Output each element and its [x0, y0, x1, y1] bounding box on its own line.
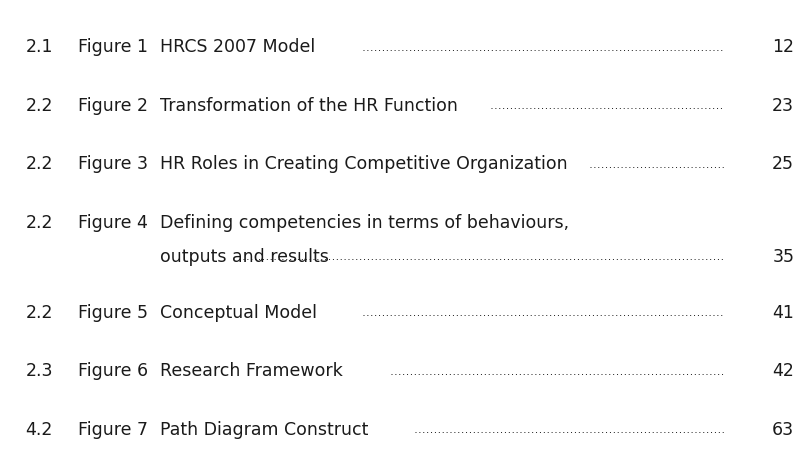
- Text: HRCS 2007 Model: HRCS 2007 Model: [159, 38, 314, 56]
- Text: 2.2: 2.2: [26, 155, 53, 173]
- Text: 23: 23: [772, 97, 794, 115]
- Text: Figure 2: Figure 2: [78, 97, 148, 115]
- Text: 2.2: 2.2: [26, 97, 53, 115]
- Text: 35: 35: [772, 248, 794, 266]
- Text: Conceptual Model: Conceptual Model: [159, 304, 317, 322]
- Text: 25: 25: [772, 155, 794, 173]
- Text: Defining competencies in terms of behaviours,: Defining competencies in terms of behavi…: [159, 214, 569, 232]
- Text: 2.2: 2.2: [26, 214, 53, 232]
- Text: Figure 5: Figure 5: [78, 304, 148, 322]
- Text: 63: 63: [772, 421, 794, 439]
- Text: Figure 4: Figure 4: [78, 214, 148, 232]
- Text: Transformation of the HR Function: Transformation of the HR Function: [159, 97, 458, 115]
- Text: 12: 12: [772, 38, 794, 56]
- Text: Figure 1: Figure 1: [78, 38, 148, 56]
- Text: 2.2: 2.2: [26, 304, 53, 322]
- Text: Figure 3: Figure 3: [78, 155, 148, 173]
- Text: 4.2: 4.2: [26, 421, 53, 439]
- Text: Path Diagram Construct: Path Diagram Construct: [159, 421, 368, 439]
- Text: Figure 7: Figure 7: [78, 421, 148, 439]
- Text: Research Framework: Research Framework: [159, 362, 342, 380]
- Text: 42: 42: [772, 362, 794, 380]
- Text: 2.3: 2.3: [26, 362, 53, 380]
- Text: Figure 6: Figure 6: [78, 362, 148, 380]
- Text: HR Roles in Creating Competitive Organization: HR Roles in Creating Competitive Organiz…: [159, 155, 567, 173]
- Text: 41: 41: [772, 304, 794, 322]
- Text: outputs and results: outputs and results: [159, 248, 329, 266]
- Text: 2.1: 2.1: [26, 38, 53, 56]
